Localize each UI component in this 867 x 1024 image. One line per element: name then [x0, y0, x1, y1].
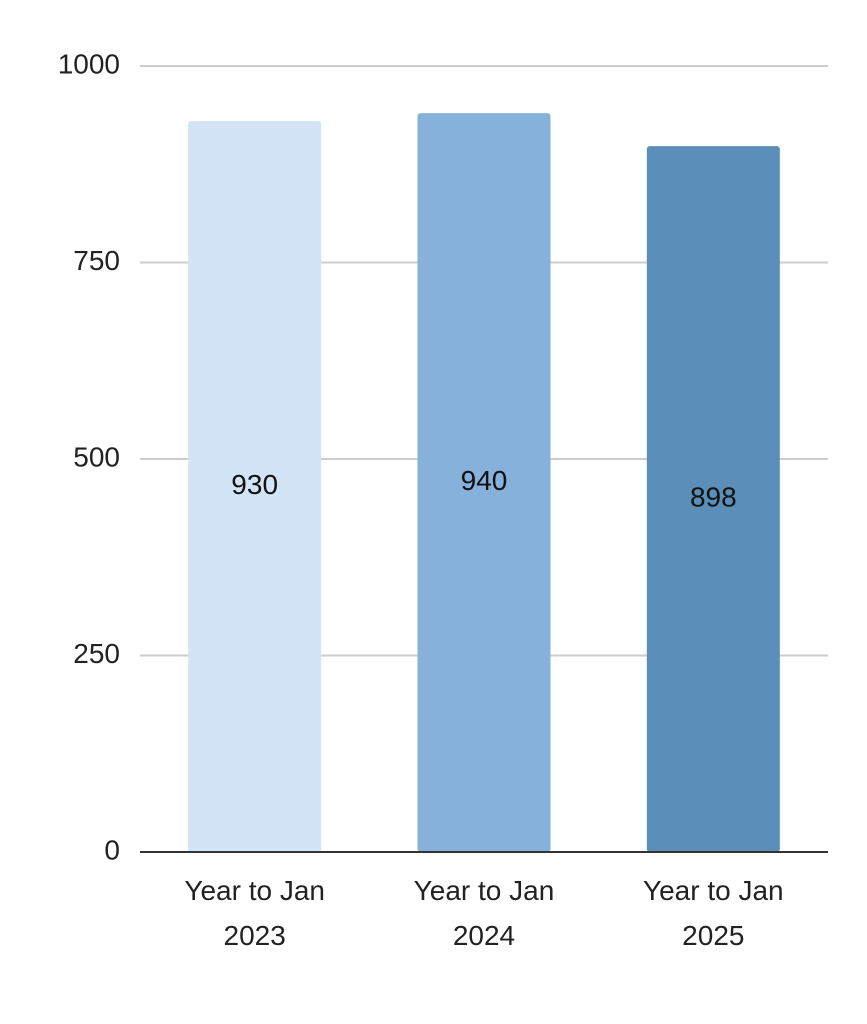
data-label: 898	[690, 481, 737, 512]
data-label: 940	[461, 465, 508, 496]
data-label: 930	[231, 469, 278, 500]
bar	[417, 113, 551, 852]
x-tick-label: Year to Jan 2025	[643, 875, 784, 951]
x-tick-label: Year to Jan 2023	[184, 875, 325, 951]
y-tick-label: 750	[73, 245, 120, 276]
y-tick-label: 500	[73, 441, 120, 472]
y-tick-label: 0	[104, 834, 120, 865]
x-tick-label: Year to Jan 2024	[414, 875, 555, 951]
y-tick-label: 1000	[58, 48, 120, 79]
bar	[646, 146, 780, 852]
y-tick-label: 250	[73, 638, 120, 669]
bar	[188, 121, 322, 852]
